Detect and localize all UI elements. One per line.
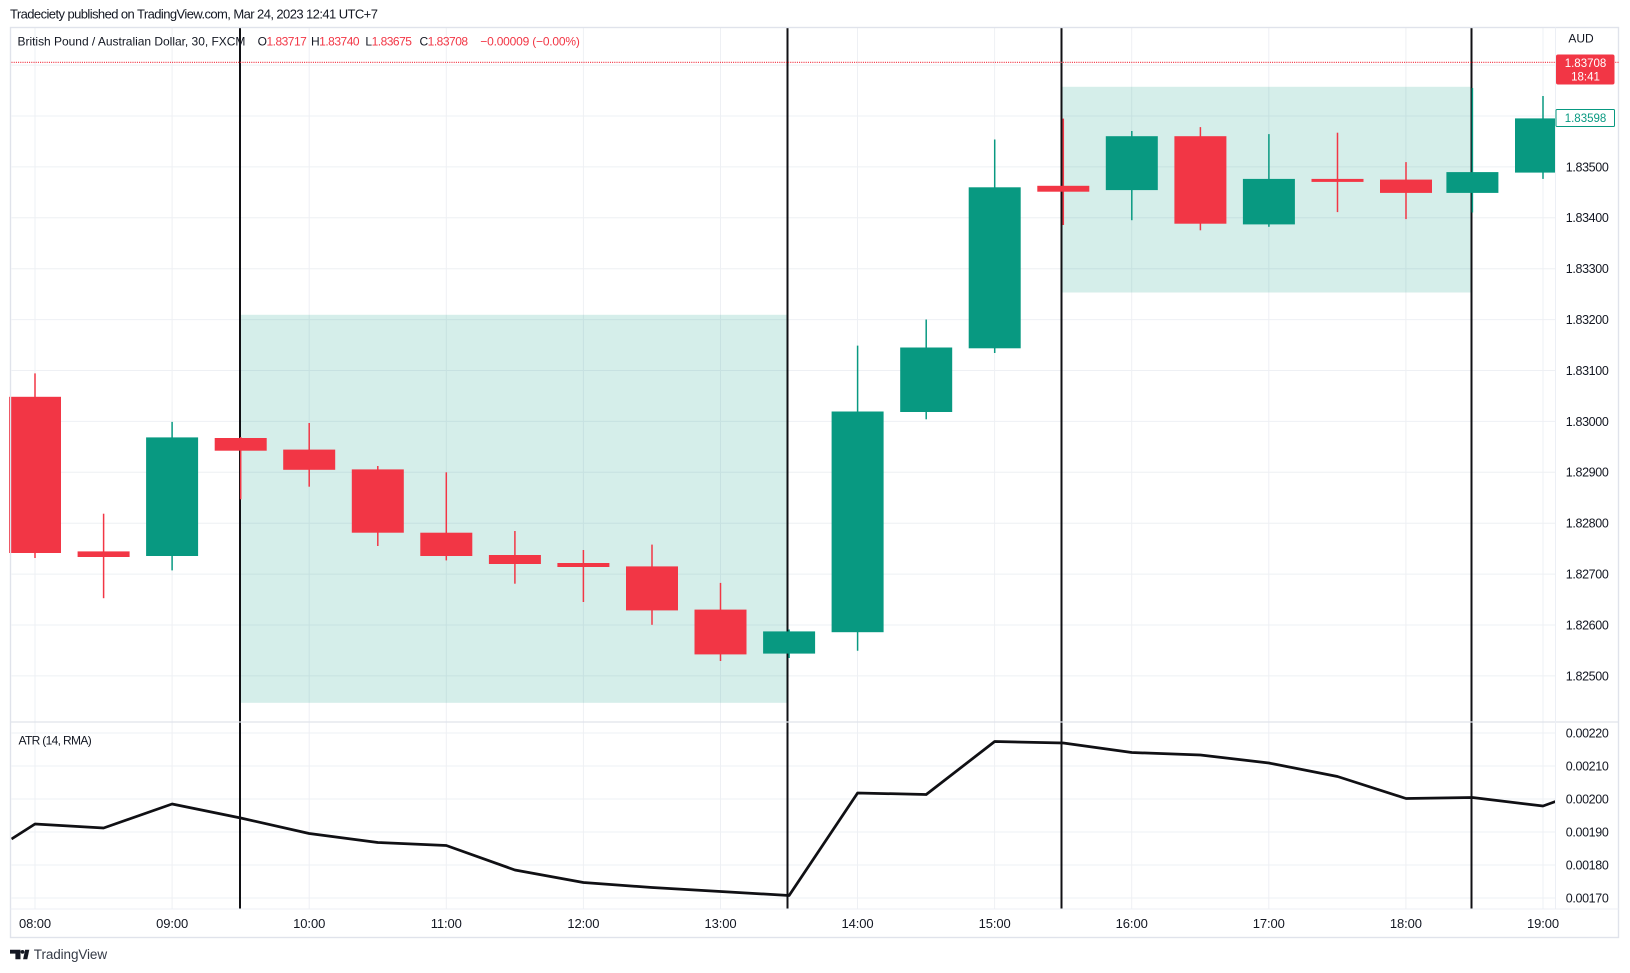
svg-text:0.00190: 0.00190 [1566,825,1609,839]
svg-text:14:00: 14:00 [841,916,873,931]
svg-text:1.82500: 1.82500 [1566,669,1609,683]
svg-text:1.82700: 1.82700 [1566,568,1609,582]
svg-text:10:00: 10:00 [293,916,325,931]
svg-text:1.83000: 1.83000 [1566,415,1609,429]
svg-text:C1.83708: C1.83708 [420,34,469,48]
svg-text:1.82900: 1.82900 [1566,466,1609,480]
svg-text:−0.00009 (−0.00%): −0.00009 (−0.00%) [480,34,580,48]
svg-text:16:00: 16:00 [1116,916,1148,931]
svg-text:L1.83675: L1.83675 [365,34,412,48]
svg-text:O1.83717: O1.83717 [258,34,308,48]
svg-text:1.83300: 1.83300 [1566,262,1609,276]
svg-text:18:00: 18:00 [1390,916,1422,931]
svg-text:1.83708: 1.83708 [1565,58,1607,70]
svg-text:0.00210: 0.00210 [1566,759,1609,773]
svg-text:17:00: 17:00 [1253,916,1285,931]
svg-text:0.00180: 0.00180 [1566,858,1609,872]
svg-text:0.00170: 0.00170 [1566,891,1609,905]
svg-text:08:00: 08:00 [19,916,51,931]
svg-text:1.82800: 1.82800 [1566,517,1609,531]
svg-text:13:00: 13:00 [704,916,736,931]
svg-text:15:00: 15:00 [979,916,1011,931]
svg-text:H1.83740: H1.83740 [311,34,360,48]
svg-text:1.83100: 1.83100 [1566,364,1609,378]
svg-text:1.83598: 1.83598 [1565,113,1607,125]
svg-text:AUD: AUD [1568,32,1594,46]
svg-text:12:00: 12:00 [567,916,599,931]
svg-text:19:00: 19:00 [1527,916,1559,931]
svg-text:Tradeciety published on Tradin: Tradeciety published on TradingView.com,… [10,7,378,22]
svg-text:1.83400: 1.83400 [1566,211,1609,225]
svg-text:09:00: 09:00 [156,916,188,931]
svg-text:ATR (14, RMA): ATR (14, RMA) [19,733,92,747]
svg-text:11:00: 11:00 [431,916,462,931]
svg-text:1.83500: 1.83500 [1566,160,1609,174]
svg-text:TradingView: TradingView [34,947,108,962]
svg-text:British Pound / Australian Dol: British Pound / Australian Dollar, 30, F… [18,34,246,48]
svg-text:0.00200: 0.00200 [1566,792,1609,806]
svg-text:1.83200: 1.83200 [1566,313,1609,327]
svg-text:1.82600: 1.82600 [1566,618,1609,632]
svg-text:18:41: 18:41 [1571,71,1600,83]
svg-text:0.00220: 0.00220 [1566,726,1609,740]
